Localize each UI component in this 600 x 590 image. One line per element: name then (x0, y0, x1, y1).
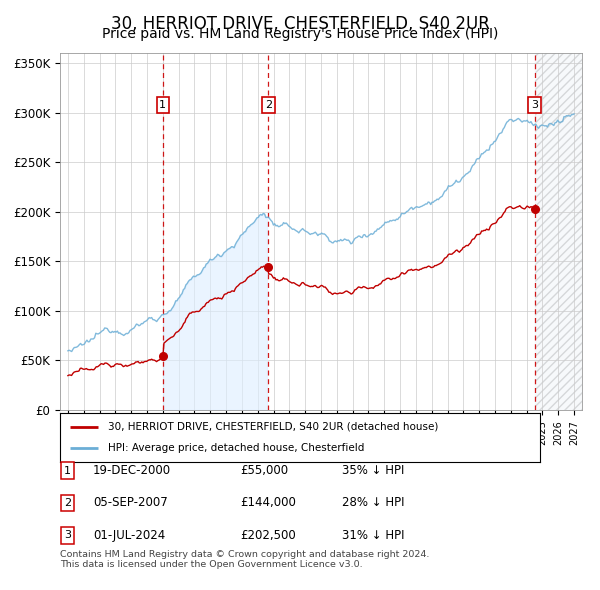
Text: Price paid vs. HM Land Registry's House Price Index (HPI): Price paid vs. HM Land Registry's House … (102, 27, 498, 41)
Text: 30, HERRIOT DRIVE, CHESTERFIELD, S40 2UR (detached house): 30, HERRIOT DRIVE, CHESTERFIELD, S40 2UR… (108, 422, 439, 432)
Bar (535, 53, 582, 410)
Text: 05-SEP-2007: 05-SEP-2007 (93, 496, 168, 510)
Text: 1: 1 (64, 466, 71, 476)
Text: Contains HM Land Registry data © Crown copyright and database right 2024.
This d: Contains HM Land Registry data © Crown c… (60, 550, 430, 569)
Text: 31% ↓ HPI: 31% ↓ HPI (342, 529, 404, 542)
Text: HPI: Average price, detached house, Chesterfield: HPI: Average price, detached house, Ches… (108, 443, 364, 453)
Text: £144,000: £144,000 (240, 496, 296, 510)
Text: 19-DEC-2000: 19-DEC-2000 (93, 464, 171, 477)
Text: 35% ↓ HPI: 35% ↓ HPI (342, 464, 404, 477)
Text: £202,500: £202,500 (240, 529, 296, 542)
Text: 3: 3 (64, 530, 71, 540)
Text: 3: 3 (531, 100, 538, 110)
Text: £55,000: £55,000 (240, 464, 288, 477)
Text: 30, HERRIOT DRIVE, CHESTERFIELD, S40 2UR: 30, HERRIOT DRIVE, CHESTERFIELD, S40 2UR (110, 15, 490, 33)
Text: 2: 2 (265, 100, 272, 110)
Text: 01-JUL-2024: 01-JUL-2024 (93, 529, 165, 542)
Text: 1: 1 (160, 100, 166, 110)
Text: 2: 2 (64, 498, 71, 508)
Text: 28% ↓ HPI: 28% ↓ HPI (342, 496, 404, 510)
